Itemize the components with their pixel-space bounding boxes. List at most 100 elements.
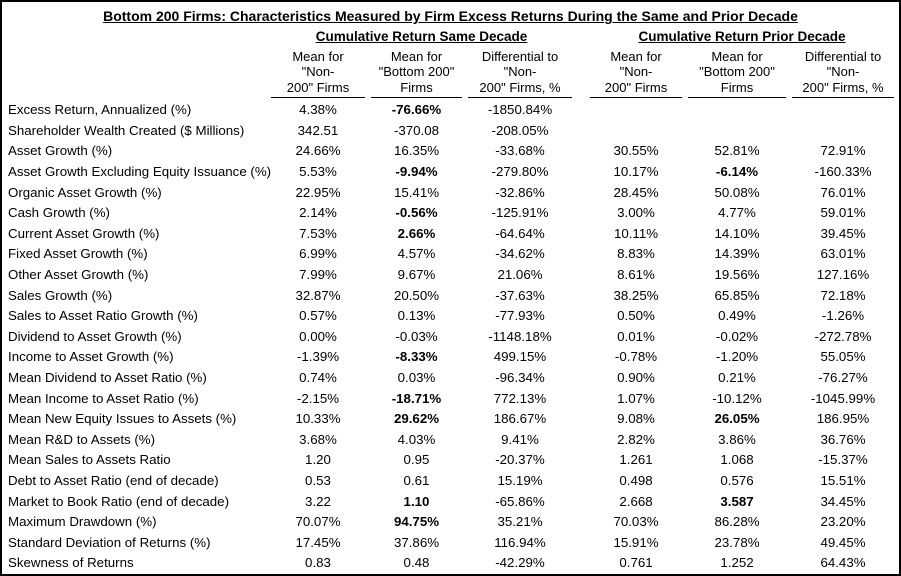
cell-prior-differential: 36.76% [820,431,866,447]
table-title: Bottom 200 Firms: Characteristics Measur… [2,2,899,28]
cell-same-differential: -33.68% [495,143,545,159]
row-label: Dividend to Asset Growth (%) [8,328,182,344]
cell-same-mean-bottom200: 4.57% [397,246,436,262]
cell-same-differential: -64.64% [495,225,545,241]
group-gap [575,347,587,368]
cell-same-differential: 116.94% [494,534,546,550]
cell-same-mean-non200: -1.39% [296,349,340,365]
table-row: Mean New Equity Issues to Assets (%) 10.3… [2,409,899,430]
table-row: Mean Income to Asset Ratio (%) -2.15% -18.… [2,389,899,410]
cell-prior-mean-bottom200: 23.78% [714,534,760,550]
cell-same-mean-non200: 10.33% [295,411,341,427]
cell-same-mean-bottom200: -9.94% [395,164,438,179]
table-row: Sales Growth (%) 32.87% 20.50% -37.63% 38.25… [2,286,899,307]
table-row: Excess Return, Annualized (%) 4.38% -76.66… [2,100,899,121]
cell-prior-mean-bottom200: 3.86% [718,431,756,447]
cell-same-differential: -42.29% [495,555,545,571]
cell-same-mean-bottom200: 20.50% [393,287,440,303]
group-gap [575,368,587,389]
row-label: Mean R&D to Assets (%) [8,431,156,447]
cell-same-differential: -125.91% [491,205,549,221]
table-title-text: Bottom 200 Firms: Characteristics Measur… [103,8,798,24]
table-row: Skewness of Returns 0.83 0.48 -42.29% 0.761 1… [2,553,899,574]
cell-prior-mean-non200: -0.78% [614,349,658,365]
cell-same-mean-non200: 0.74% [299,369,337,385]
group-gap [575,203,587,224]
cell-same-mean-non200: 5.53% [299,164,337,179]
row-label: Current Asset Growth (%) [8,225,160,241]
cell-prior-mean-non200: 8.83% [617,246,655,262]
cell-prior-mean-non200 [587,121,685,142]
table-row: Maximum Drawdown (%) 70.07% 94.75% 35.21% 70… [2,512,899,533]
cell-same-mean-non200: 7.53% [299,225,337,241]
cell-same-differential: 772.13% [493,390,547,406]
table-row: Shareholder Wealth Created ($ Millions) 3… [2,121,899,142]
row-label: Skewness of Returns [8,555,134,571]
column-header-same-mean-non200: Mean for "Non- 200" Firms [271,49,365,99]
cell-prior-mean-bottom200: -1.20% [715,349,759,365]
cell-prior-mean-bottom200: 1.252 [720,555,754,571]
cell-same-mean-non200: 3.22 [305,493,331,509]
table-row: Mean Sales to Assets Ratio 1.20 0.95 -20.37… [2,450,899,471]
cell-same-differential: -32.86% [495,184,545,200]
cell-prior-differential [789,121,897,142]
group-gap [575,244,587,265]
cell-prior-mean-non200: 0.50% [617,308,655,324]
cell-same-mean-bottom200: 37.86% [393,534,440,550]
table-row: Cash Growth (%) 2.14% -0.56% -125.91% 3.00% 4… [2,203,899,224]
cell-same-differential: -208.05% [491,122,549,138]
row-label: Sales Growth (%) [8,287,113,303]
cell-prior-mean-non200 [587,100,685,121]
cell-prior-mean-bottom200: 1.068 [720,452,754,468]
column-header-same-mean-bottom200: Mean for "Bottom 200" Firms [371,49,462,99]
cell-prior-differential: 186.95% [816,411,870,427]
row-label: Organic Asset Growth (%) [8,184,162,200]
cell-same-mean-non200: 32.87% [295,287,341,303]
cell-prior-mean-bottom200: -0.02% [715,328,759,344]
row-label: Income to Asset Growth (%) [8,349,174,365]
cell-same-mean-bottom200: 0.48 [403,555,430,571]
cell-prior-differential: 64.43% [820,555,866,571]
cell-prior-differential [789,100,897,121]
row-label: Asset Growth Excluding Equity Issuance (… [8,164,272,179]
cell-prior-mean-bottom200: 52.81% [714,143,760,159]
cell-prior-mean-bottom200: -10.12% [712,390,762,406]
cell-same-mean-non200: 1.20 [305,452,331,468]
cell-same-mean-non200: 0.00% [299,328,337,344]
column-header-row: Mean for "Non- 200" Firms Mean for "Bott… [2,49,899,99]
cell-prior-mean-non200: 10.11% [613,225,659,241]
table-row: Current Asset Growth (%) 7.53% 2.66% -64.64… [2,224,899,245]
cell-prior-mean-bottom200: 26.05% [714,411,760,427]
cell-same-mean-bottom200: 16.35% [393,143,440,159]
cell-prior-mean-bottom200: 0.49% [718,308,756,324]
cell-prior-mean-bottom200: 14.39% [714,246,760,262]
cell-same-mean-bottom200: 0.13% [397,308,436,324]
cell-prior-mean-non200: 0.498 [619,472,653,488]
row-label: Cash Growth (%) [8,205,110,221]
cell-prior-differential: 127.16% [816,266,870,282]
cell-same-differential: 21.06% [497,266,543,282]
row-label: Fixed Asset Growth (%) [8,246,148,262]
row-label: Shareholder Wealth Created ($ Millions) [8,122,245,138]
cell-prior-mean-non200: 2.82% [617,431,655,447]
cell-prior-differential: -272.78% [814,328,872,344]
cell-prior-mean-bottom200: 50.08% [714,184,760,200]
table-row: Asset Growth Excluding Equity Issuance (… [2,162,899,183]
cell-same-mean-bottom200: 0.03% [397,369,436,385]
cell-same-differential: 15.19% [497,472,543,488]
group-gap [575,492,587,513]
cell-same-mean-non200: 24.66% [295,143,341,159]
cell-prior-differential: 39.45% [820,225,866,241]
cell-same-mean-non200: 22.95% [295,184,341,200]
row-label: Excess Return, Annualized (%) [8,102,192,118]
table-row: Asset Growth (%) 24.66% 16.35% -33.68% 30.55… [2,141,899,162]
cell-same-mean-non200: -2.15% [296,390,340,406]
table-row: Dividend to Asset Growth (%) 0.00% -0.03% -… [2,327,899,348]
cell-prior-mean-non200: 0.90% [617,369,655,385]
cell-same-mean-non200: 6.99% [299,246,337,262]
cell-prior-mean-non200: 10.17% [613,164,659,179]
row-label: Maximum Drawdown (%) [8,514,157,530]
cell-same-mean-bottom200: 4.03% [397,431,436,447]
cell-same-mean-non200: 3.68% [299,431,337,447]
group-gap [575,224,587,245]
